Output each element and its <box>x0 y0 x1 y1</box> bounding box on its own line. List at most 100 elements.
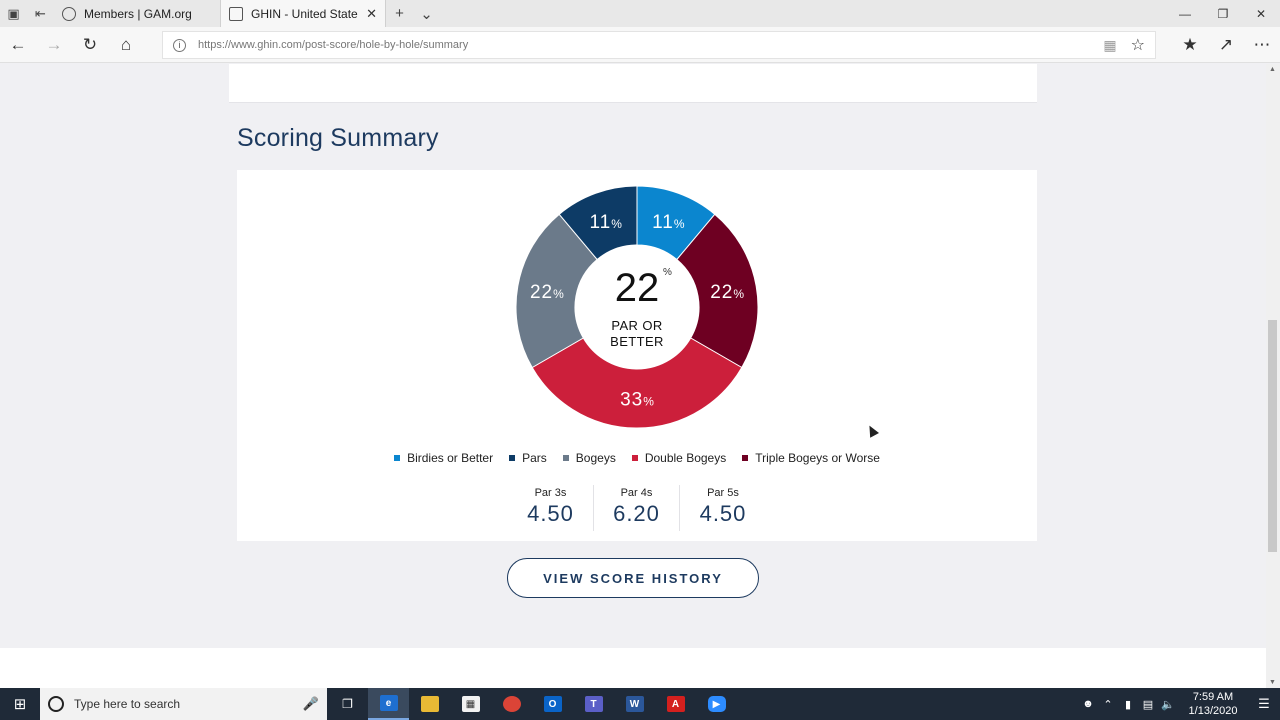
people-icon[interactable]: ☻ <box>1082 698 1094 710</box>
donut-slice-bogeys <box>515 213 598 369</box>
legend-label: Double Bogeys <box>644 451 727 465</box>
forward-icon[interactable]: → <box>45 34 63 54</box>
cortana-icon <box>48 696 64 712</box>
address-bar[interactable]: i https://www.ghin.com/post-score/hole-b… <box>162 31 1156 59</box>
scroll-down-icon[interactable]: ▼ <box>1269 679 1276 686</box>
notification-icon[interactable]: ☰ <box>1258 696 1270 711</box>
zoom-icon[interactable]: ▶ <box>696 688 737 720</box>
legend-label: Pars <box>522 451 547 465</box>
taskbar-clock[interactable]: 7:59 AM 1/13/2020 <box>1178 690 1248 718</box>
page-scrollbar[interactable]: ▲ ▼ <box>1266 64 1280 688</box>
slice-value-label: 22% <box>710 282 744 303</box>
share-icon[interactable]: ↗ <box>1218 35 1234 54</box>
reading-view-icon[interactable]: ▦ <box>1103 36 1117 53</box>
section-title: Scoring Summary <box>237 124 439 152</box>
tab-title: Members | GAM.org <box>84 6 192 21</box>
par-4-stat: Par 4s 6.20 <box>594 485 680 531</box>
par-or-better-value: 22 <box>614 266 660 310</box>
windows-start-icon[interactable]: ⊞ <box>13 696 27 713</box>
site-info-icon[interactable]: i <box>173 38 186 52</box>
chevron-down-icon[interactable]: ⌄ <box>420 5 433 23</box>
url-text[interactable]: https://www.ghin.com/post-score/hole-by-… <box>198 39 469 51</box>
legend-swatch <box>742 455 749 461</box>
legend-label: Triple Bogeys or Worse <box>755 451 880 465</box>
par-label: Par 3s <box>534 487 567 499</box>
restore-icon[interactable]: ❐ <box>1217 6 1229 21</box>
chrome-icon[interactable] <box>491 688 532 720</box>
system-tray: ☻ ⌃ ▮ ▤ 🔈 7:59 AM 1/13/2020 ☰ <box>1078 688 1280 720</box>
more-icon[interactable]: ⋯ <box>1253 35 1271 54</box>
par-or-better-unit: % <box>663 267 672 278</box>
legend-item: Bogeys <box>562 451 616 465</box>
legend-swatch <box>394 455 401 461</box>
new-tab-icon[interactable]: + <box>395 5 404 22</box>
slice-value-label: 22% <box>530 282 564 303</box>
page-favicon-icon <box>229 6 243 21</box>
scrollbar-thumb[interactable] <box>1268 320 1277 552</box>
donut-slice-pars <box>558 185 638 261</box>
slice-value-label: 33% <box>620 390 654 411</box>
legend-swatch <box>562 455 569 461</box>
store-icon[interactable]: ▦ <box>450 688 491 720</box>
legend-item: Triple Bogeys or Worse <box>742 451 880 465</box>
chevron-up-icon[interactable]: ⌃ <box>1103 698 1113 711</box>
gam-favicon-icon <box>62 6 76 21</box>
refresh-icon[interactable]: ↻ <box>82 34 98 54</box>
teams-icon[interactable]: T <box>573 688 614 720</box>
microphone-icon[interactable]: 🎤 <box>302 696 319 711</box>
browser-tab-bar: ▣ ⇤ Members | GAM.org GHIN - United Stat… <box>0 0 1280 27</box>
scoring-donut-chart: 11% 22% 33% 22% 11% <box>515 185 759 429</box>
task-view-icon[interactable]: ❐ <box>342 697 353 711</box>
legend-item: Double Bogeys <box>631 451 727 465</box>
slice-value-label: 11% <box>652 212 685 233</box>
par-value: 4.50 <box>527 501 574 526</box>
page-content: Scoring Summary 11% 22% 33% 22% 11% 22 % PAR… <box>0 64 1266 688</box>
legend-swatch <box>631 455 638 461</box>
tab-ghin[interactable]: GHIN - United States Gc ✕ <box>220 0 386 27</box>
minimize-icon[interactable]: — <box>1179 6 1191 21</box>
back-icon[interactable]: ← <box>9 34 27 54</box>
clock-date: 1/13/2020 <box>1188 705 1238 717</box>
tab-actions-icon[interactable]: ▣ <box>7 5 20 21</box>
network-icon[interactable]: ▤ <box>1142 698 1154 711</box>
windows-taskbar: ⊞ Type here to search 🎤 ❐ e ▦ O T W A ▶ … <box>0 688 1280 720</box>
page-footer <box>0 648 1266 688</box>
scroll-up-icon[interactable]: ▲ <box>1269 66 1276 73</box>
par-5-stat: Par 5s 4.50 <box>680 485 766 531</box>
legend-label: Bogeys <box>575 451 616 465</box>
favorite-star-icon[interactable]: ☆ <box>1130 37 1145 54</box>
home-icon[interactable]: ⌂ <box>120 34 132 54</box>
favorites-icon[interactable]: ★ <box>1182 35 1198 54</box>
par-label: Par 4s <box>620 487 653 499</box>
file-explorer-icon[interactable] <box>409 688 450 720</box>
legend-item: Pars <box>509 451 547 465</box>
legend-item: Birdies or Better <box>394 451 493 465</box>
previous-card <box>229 64 1037 103</box>
search-placeholder[interactable]: Type here to search <box>74 697 181 711</box>
edge-browser-icon[interactable]: e <box>368 688 409 720</box>
donut-slice-triple-bogeys-or-worse <box>676 213 759 369</box>
set-aside-tabs-icon[interactable]: ⇤ <box>35 5 46 21</box>
taskbar-search[interactable]: Type here to search 🎤 <box>40 688 327 720</box>
acrobat-icon[interactable]: A <box>655 688 696 720</box>
close-tab-icon[interactable]: ✕ <box>366 5 377 21</box>
close-window-icon[interactable]: ✕ <box>1255 6 1267 21</box>
par-value: 6.20 <box>613 501 660 526</box>
chart-legend: Birdies or Better Pars Bogeys Double Bogeys… <box>237 451 1037 465</box>
legend-label: Birdies or Better <box>407 451 494 465</box>
view-score-history-button[interactable]: VIEW SCORE HISTORY <box>507 558 759 598</box>
browser-nav-bar: ← → ↻ ⌂ i https://www.ghin.com/post-scor… <box>0 27 1280 63</box>
clock-time: 7:59 AM <box>1192 691 1234 703</box>
slice-value-label: 11% <box>590 212 623 233</box>
par-value: 4.50 <box>699 501 747 526</box>
donut-slice-double-bogeys <box>531 337 743 429</box>
word-icon[interactable]: W <box>614 688 655 720</box>
tab-gam[interactable]: Members | GAM.org <box>54 0 220 27</box>
volume-icon[interactable]: 🔈 <box>1161 698 1175 711</box>
battery-icon[interactable]: ▮ <box>1124 698 1132 711</box>
legend-swatch <box>509 455 516 461</box>
outlook-icon[interactable]: O <box>532 688 573 720</box>
tab-title: GHIN - United States Gc <box>251 6 358 21</box>
par-3-stat: Par 3s 4.50 <box>508 485 594 531</box>
scoring-summary-card: 11% 22% 33% 22% 11% 22 % PAR OR BETTER Birdi… <box>237 170 1037 541</box>
